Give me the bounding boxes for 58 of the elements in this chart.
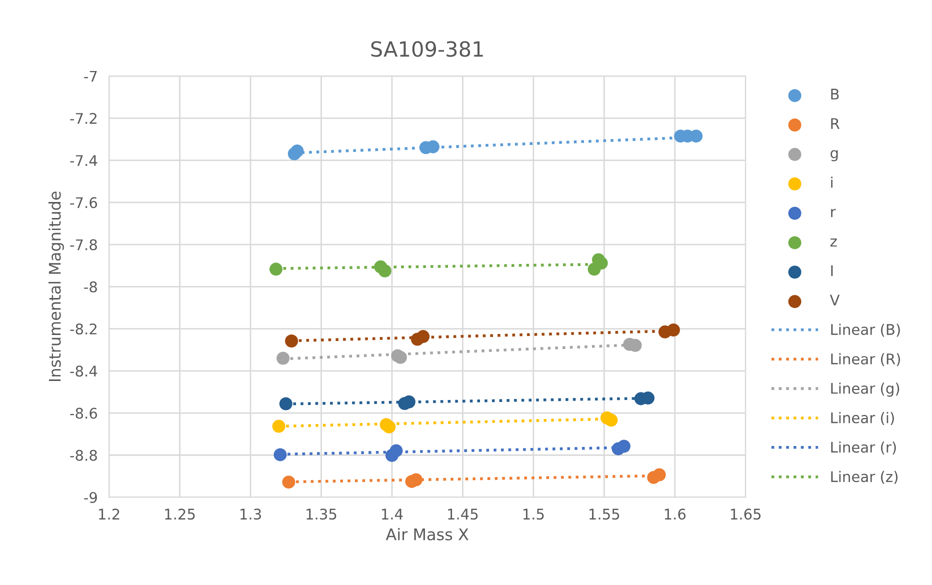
point [282, 476, 296, 489]
legend-label: I [831, 265, 833, 276]
point [279, 397, 292, 410]
point [666, 324, 680, 337]
point [274, 448, 287, 462]
point [378, 264, 392, 278]
point [290, 144, 304, 158]
point [402, 395, 416, 408]
y-tick-label: -7.8 [70, 239, 97, 250]
legend-label: R [831, 118, 840, 129]
chart-title: SA109-381 [371, 41, 483, 57]
point [390, 444, 403, 458]
y-tick-label: -7.4 [70, 155, 98, 166]
y-tick-label: -8.8 [70, 450, 97, 461]
point [382, 420, 396, 434]
x-tick-label: 1.4 [382, 508, 403, 520]
x-tick-label: 1.6 [664, 508, 686, 520]
point [410, 473, 423, 486]
point [617, 440, 630, 453]
legend-label: z [830, 238, 837, 247]
y-tick-label: -7.6 [70, 197, 98, 208]
point [604, 414, 618, 427]
legend-label: r [831, 208, 836, 218]
legend-label: B [831, 88, 839, 100]
legend-label: Linear (r) [831, 441, 896, 454]
x-tick-label: 1.5 [523, 508, 544, 520]
x-tick-label: 1.35 [306, 508, 336, 520]
y-tick-label: -8.2 [70, 323, 96, 335]
legend-label: i [831, 176, 832, 188]
point [276, 352, 290, 365]
legend-label: g [830, 150, 838, 162]
point [394, 350, 407, 364]
y-axis-title: Instrumental Magnitude [48, 192, 64, 381]
legend-label: Linear (B) [831, 324, 900, 337]
y-tick-label: -8 [84, 281, 97, 292]
x-tick-label: 1.3 [240, 508, 261, 520]
x-tick-label: 1.2 [99, 508, 120, 520]
point [652, 468, 666, 482]
legend-label: Linear (z) [831, 470, 898, 484]
y-tick-label: -7.2 [70, 112, 96, 124]
y-tick-label: -7 [84, 70, 97, 82]
point [690, 130, 703, 143]
x-tick-label: 1.55 [590, 508, 620, 520]
point [272, 420, 286, 433]
x-axis-title: Air Mass X [386, 528, 468, 540]
legend-label: Linear (g) [831, 382, 900, 397]
y-tick-label: -8.6 [70, 408, 98, 419]
legend-label: V [830, 294, 840, 306]
point [269, 262, 282, 276]
x-tick-label: 1.65 [730, 508, 761, 520]
legend-label: Linear (i) [831, 412, 894, 426]
point [285, 334, 298, 348]
x-tick-label: 1.45 [448, 508, 478, 520]
point [416, 330, 430, 344]
y-tick-label: -8.4 [70, 366, 98, 377]
legend-label: Linear (R) [831, 353, 900, 366]
y-tick-label: -9 [84, 492, 97, 503]
x-tick-label: 1.25 [165, 508, 195, 520]
